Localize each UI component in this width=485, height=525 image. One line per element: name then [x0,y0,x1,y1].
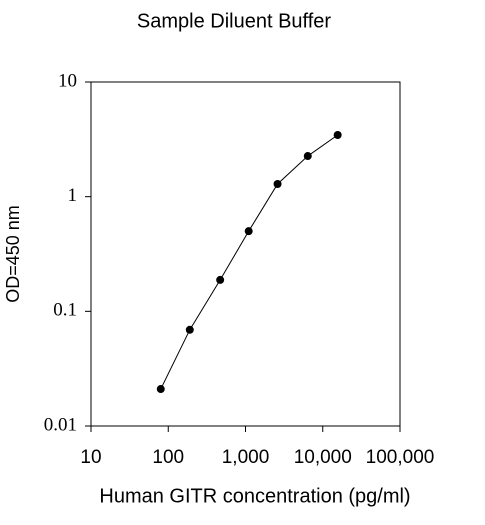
y-tick-label: 10 [58,70,77,91]
x-tick-label: 10,000 [294,447,352,468]
data-point [216,275,225,284]
y-tick-label: 1 [68,185,78,206]
plot-frame [90,81,401,427]
series-line [160,134,338,390]
x-tick-label: 100 [152,447,184,468]
data-point [185,325,194,334]
x-tick-label: 1,000 [222,447,270,468]
data-point [273,179,282,188]
x-tick-label: 100,000 [366,447,435,468]
y-tick-label: 0.1 [53,300,77,321]
data-point [156,385,165,394]
x-axis-label: Human GITR concentration (pg/ml) [99,485,410,507]
data-point [244,227,253,236]
chart-title: Sample Diluent Buffer [137,10,332,32]
y-tick-label: 0.01 [44,414,77,435]
y-axis-label: OD=450 nm [3,205,23,303]
data-point [303,152,312,161]
data-point [333,130,342,139]
x-tick-label: 10 [80,447,101,468]
